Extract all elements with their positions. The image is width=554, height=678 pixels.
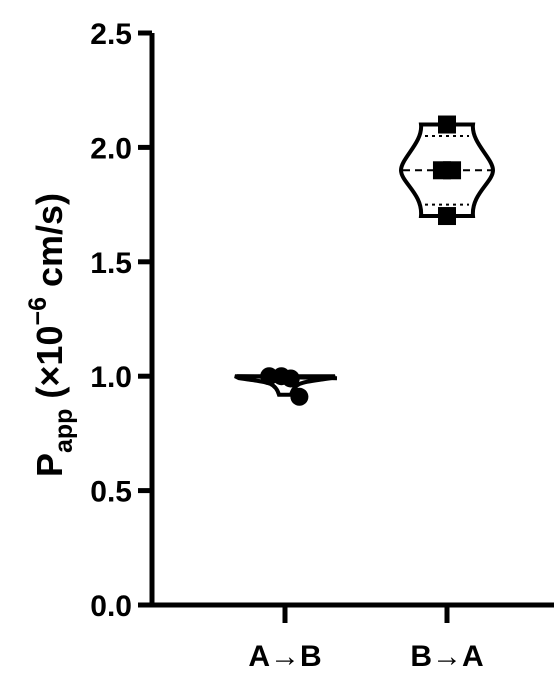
y-tick-label-5: 2.5 <box>90 18 132 51</box>
x-tick-label-1: B→A <box>410 640 483 673</box>
y-tick-label-1: 0.5 <box>90 476 132 509</box>
violin-b-to-a <box>398 122 496 219</box>
y-tick-label-4: 2.0 <box>90 132 132 165</box>
point-0-3 <box>290 387 309 406</box>
point-1-2 <box>443 161 462 180</box>
violins <box>234 122 496 397</box>
data-points <box>260 115 462 406</box>
point-1-3 <box>438 207 456 226</box>
y-tick-label-3: 1.5 <box>90 247 132 280</box>
y-axis-label: Papp (×10−6 cm/s) <box>24 193 78 477</box>
point-0-2 <box>281 369 300 388</box>
point-1-0 <box>438 115 456 134</box>
x-tick-label-0: A→B <box>248 640 321 673</box>
axes: 0.0 0.5 1.0 1.5 2.0 2.5 A→B B→A <box>90 18 554 673</box>
y-tick-label-2: 1.0 <box>90 361 132 394</box>
y-tick-label-0: 0.0 <box>90 590 132 623</box>
